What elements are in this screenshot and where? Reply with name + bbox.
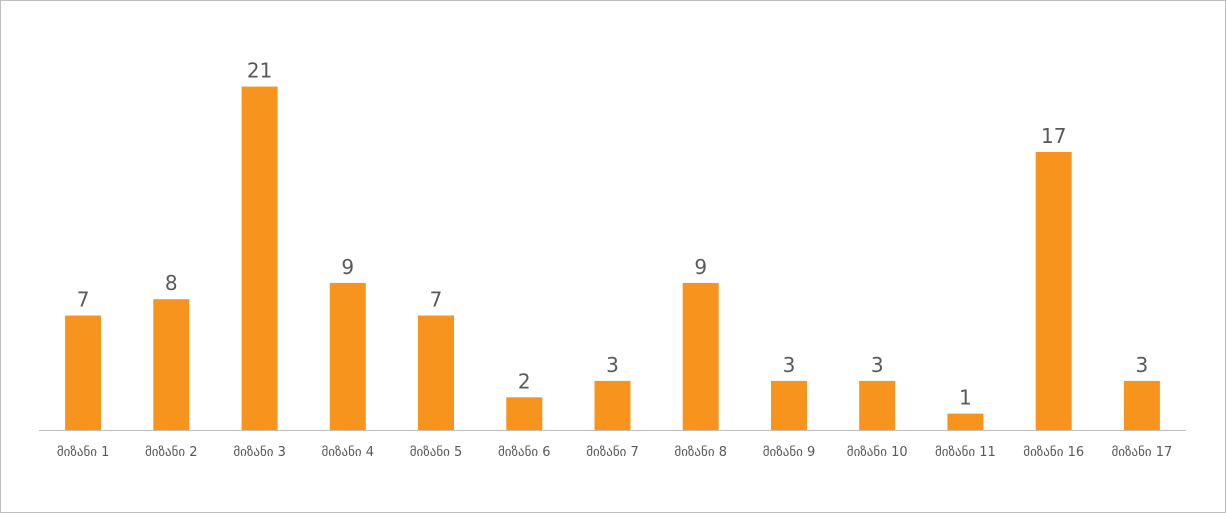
x-tick-labels-group: მიზანი 1 მიზანი 2 მიზანი 3 მიზანი 4 მიზანი 5… — [57, 445, 1172, 460]
x-tick-label: მიზანი 7 — [586, 445, 639, 460]
data-label: 3 — [1136, 353, 1149, 377]
x-tick-label: მიზანი 10 — [847, 445, 908, 460]
data-label: 9 — [694, 255, 707, 279]
bar — [682, 282, 719, 431]
bar — [1123, 380, 1160, 430]
x-tick-label: მიზანი 3 — [233, 445, 286, 460]
bar — [329, 282, 366, 431]
bar — [771, 380, 807, 430]
bar — [1035, 152, 1072, 430]
bar — [947, 413, 984, 430]
bar — [153, 299, 190, 430]
data-label: 7 — [77, 288, 90, 312]
bar — [506, 397, 543, 430]
x-tick-label: მიზანი 16 — [1023, 445, 1084, 460]
x-tick-label: მიზანი 1 — [57, 445, 110, 460]
bar — [65, 315, 102, 430]
x-tick-label: მიზანი 8 — [674, 445, 727, 460]
data-label: 1 — [959, 386, 972, 410]
bars-group — [65, 86, 1160, 431]
x-tick-label: მიზანი 9 — [763, 445, 816, 460]
data-label: 3 — [606, 353, 619, 377]
x-tick-label: მიზანი 2 — [145, 445, 198, 460]
bar — [594, 380, 631, 430]
data-label: 3 — [871, 353, 884, 377]
data-label: 2 — [518, 369, 531, 393]
data-label: 8 — [165, 271, 178, 295]
x-tick-label: მიზანი 6 — [498, 445, 551, 460]
data-label: 7 — [430, 288, 443, 312]
data-label: 3 — [783, 353, 796, 377]
x-tick-label: მიზანი 4 — [322, 445, 375, 460]
x-tick-label: მიზანი 11 — [935, 445, 996, 460]
bar — [241, 86, 278, 430]
data-label: 9 — [341, 255, 354, 279]
bar — [859, 380, 896, 430]
data-label: 17 — [1041, 124, 1066, 148]
x-tick-label: მიზანი 5 — [410, 445, 463, 460]
bar — [418, 315, 454, 430]
x-tick-label: მიზანი 17 — [1111, 445, 1172, 460]
data-label: 21 — [247, 59, 272, 83]
